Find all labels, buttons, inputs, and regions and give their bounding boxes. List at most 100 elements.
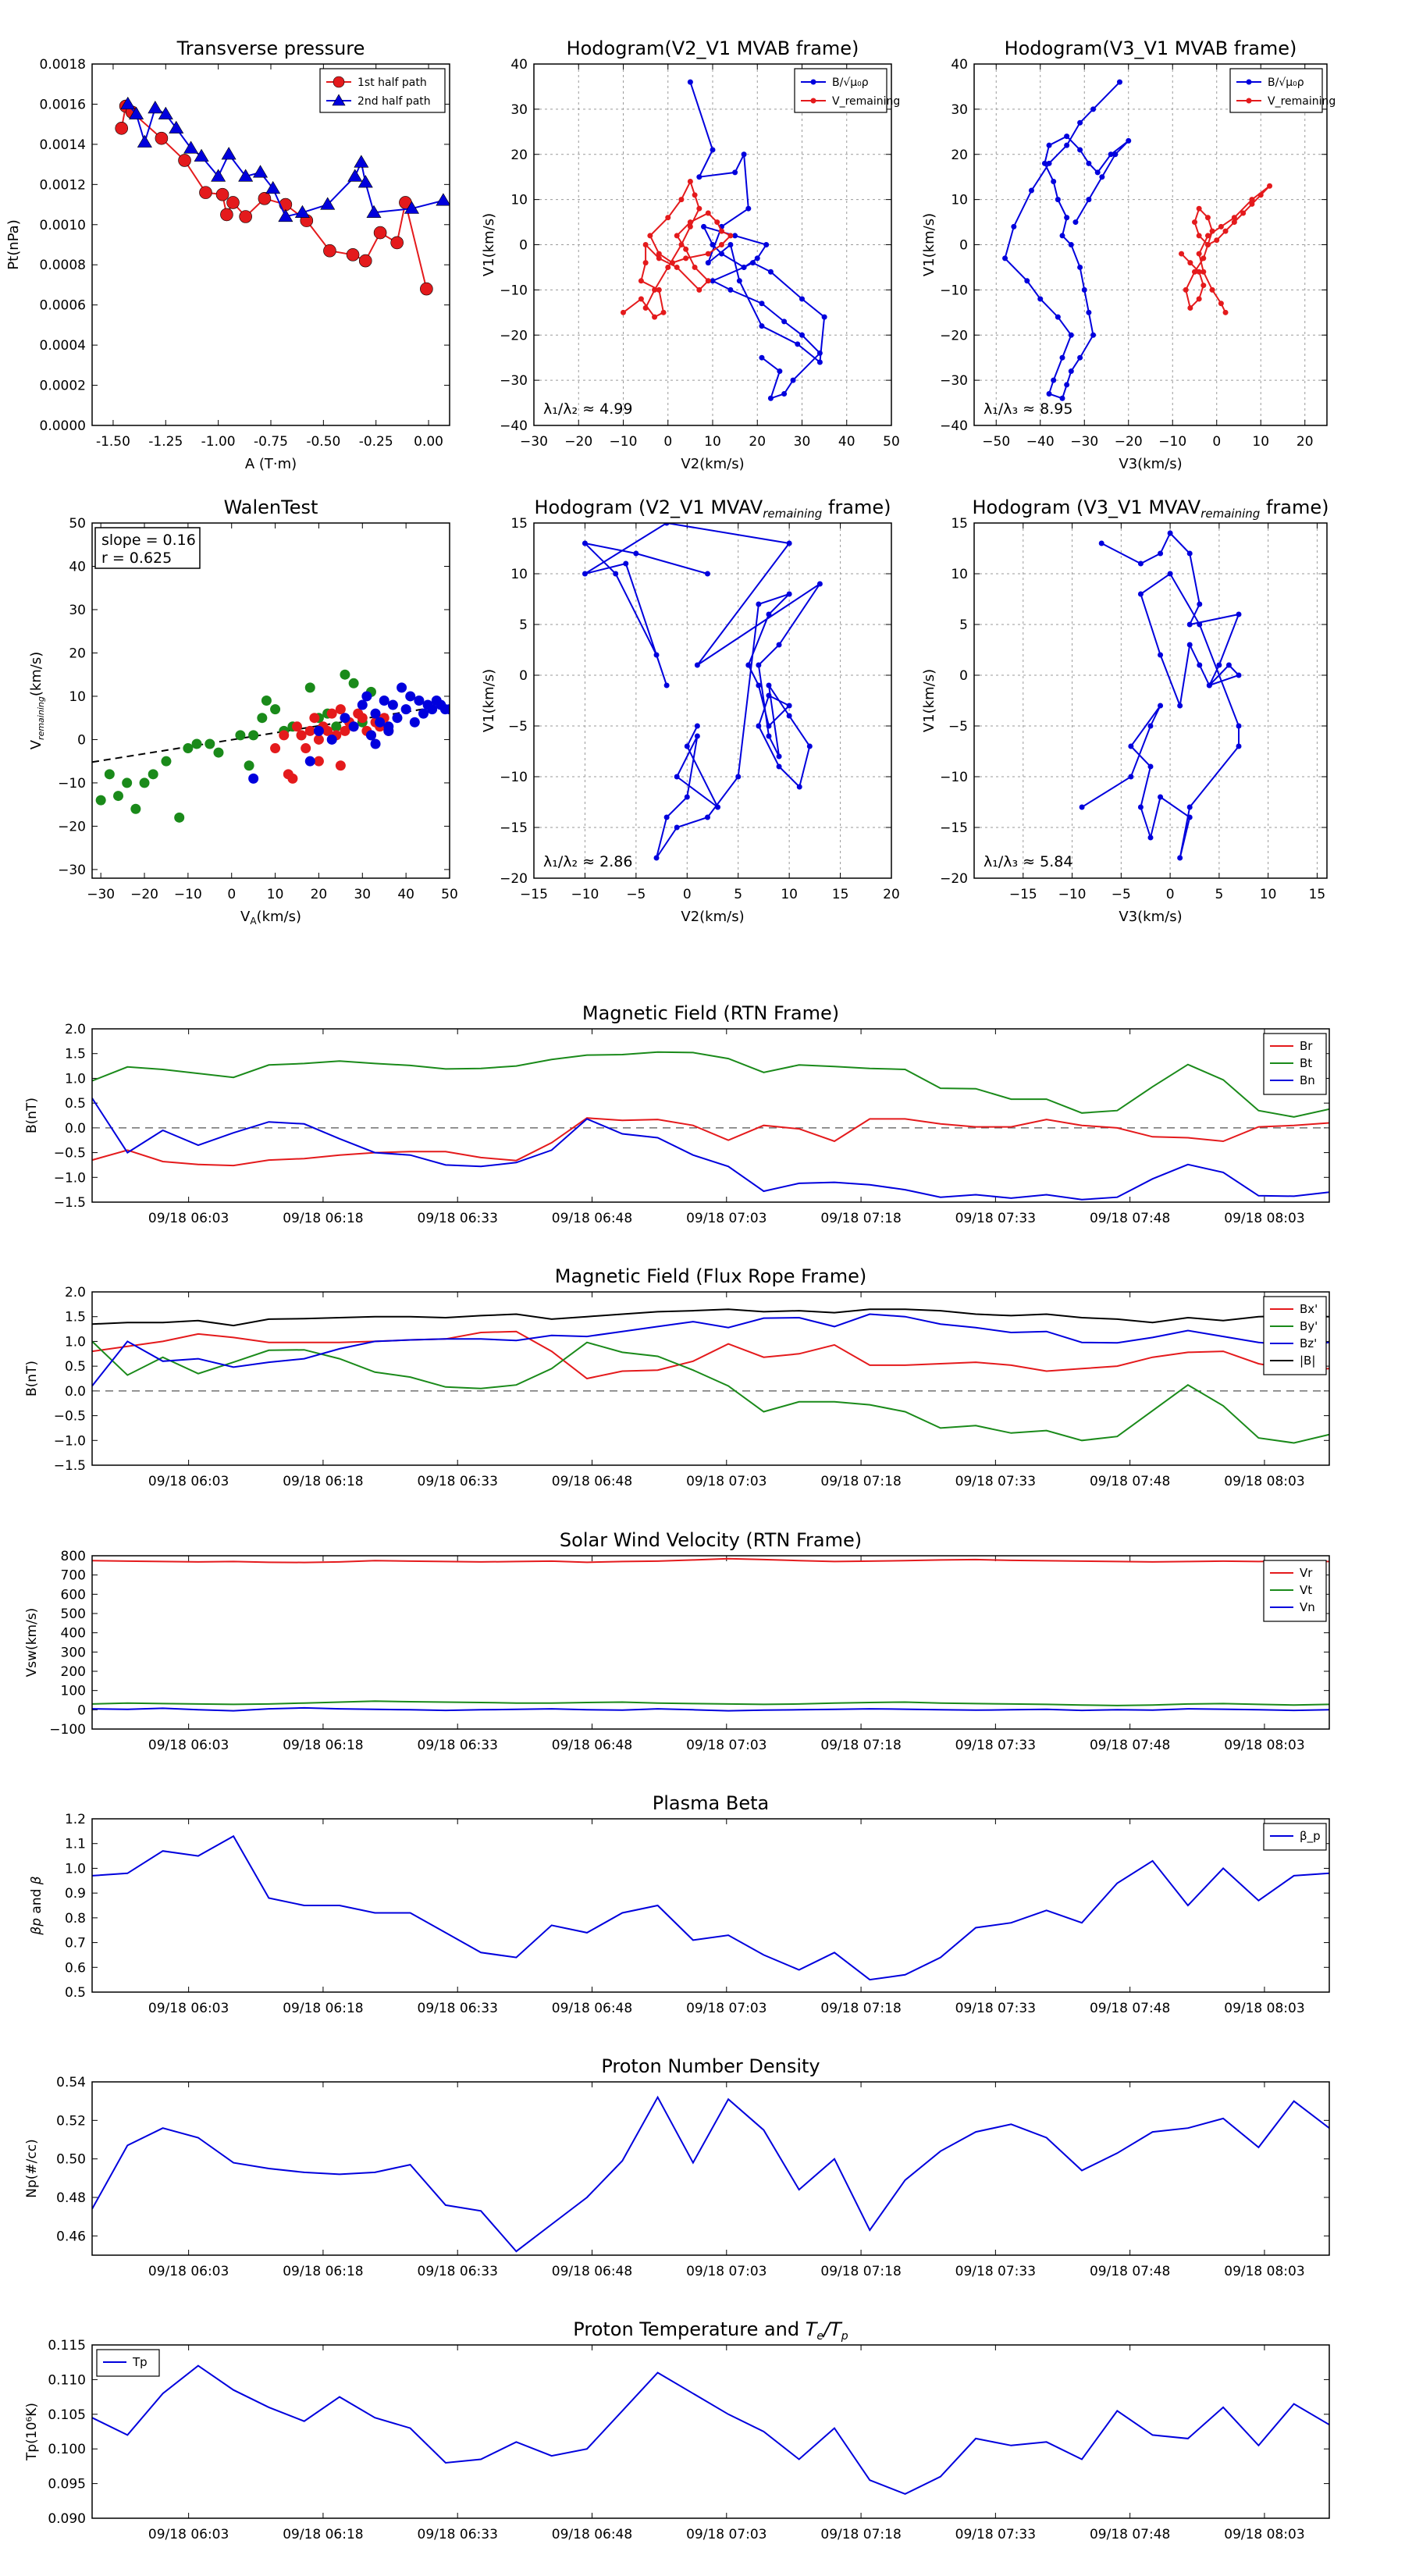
data-point: [1197, 662, 1203, 668]
x-tick-label: 09/18 06:03: [148, 2264, 229, 2279]
legend-swatch-marker: [810, 79, 816, 85]
data-point: [183, 141, 199, 154]
y-tick-label: 0.0012: [40, 177, 86, 193]
data-point: [1192, 219, 1197, 226]
data-point: [1192, 269, 1197, 275]
data-point: [745, 205, 752, 212]
y-tick-label: 100: [61, 1684, 86, 1699]
legend-label: Vt: [1300, 1583, 1312, 1597]
y-tick-label: −10: [940, 770, 968, 785]
data-point: [701, 223, 707, 229]
y-tick-label: −10: [58, 776, 86, 792]
x-tick-label: −15: [1009, 887, 1037, 902]
data-point: [665, 264, 671, 270]
x-axis-label: V2(km/s): [681, 909, 744, 925]
y-tick-label: 30: [69, 603, 86, 618]
data-point: [727, 233, 734, 239]
y-tick-label: 1.2: [65, 1812, 86, 1827]
chart-title: Proton Number Density: [601, 2055, 820, 2077]
data-point: [409, 717, 420, 728]
data-point: [1158, 550, 1164, 557]
y-axis-label-sub: remaining: [36, 696, 46, 740]
data-point: [390, 236, 404, 250]
data-point: [1051, 178, 1057, 184]
y-tick-label: 1.0: [65, 1071, 86, 1087]
data-point: [633, 550, 639, 557]
data-point: [756, 601, 762, 607]
stats-line: slope = 0.16: [101, 532, 196, 549]
x-tick-label: 50: [441, 887, 458, 902]
data-point: [320, 197, 336, 210]
chart-title: Plasma Beta: [653, 1792, 769, 1814]
data-point: [174, 812, 185, 823]
x-tick-label: −5: [1112, 887, 1131, 902]
data-point: [710, 278, 716, 284]
chart-title-main: Hodogram (V3_V1 MVAV: [973, 496, 1201, 518]
data-point: [340, 713, 350, 724]
x-tick-label: 09/18 07:33: [955, 1738, 1036, 1753]
data-point: [759, 354, 765, 361]
data-point: [687, 219, 693, 226]
data-point: [296, 730, 307, 741]
x-tick-label: 20: [1297, 434, 1314, 450]
data-point: [684, 794, 690, 800]
x-tick-label: 09/18 08:03: [1224, 2001, 1304, 2016]
data-point: [754, 255, 760, 262]
y-tick-label: −15: [500, 820, 528, 836]
y-tick-label: 0.5: [65, 1359, 86, 1375]
data-point: [1196, 269, 1202, 275]
data-point: [354, 155, 369, 168]
y-tick-label: 0.0018: [40, 57, 86, 73]
data-point: [261, 696, 272, 706]
plot-frame: [91, 63, 450, 426]
data-point: [1116, 79, 1122, 85]
series-line-Bx': [92, 1330, 1329, 1380]
data-point: [1137, 804, 1144, 810]
stats-box: [94, 527, 201, 569]
plot-frame: [91, 2344, 1330, 2519]
y-tick-label: 0.6: [65, 1960, 86, 1976]
data-point: [1147, 723, 1154, 729]
chart-h1: −30 −20 −10 0 10 20 30 40 50−40−30−20−1001020304…: [481, 37, 900, 472]
data-point: [1077, 147, 1083, 153]
y-tick-label: −5: [508, 719, 528, 735]
series-line-By': [92, 1340, 1329, 1444]
series-line-β_p: [92, 1834, 1329, 1981]
series-line-Vr: [92, 1557, 1329, 1564]
legend-label: Bt: [1300, 1056, 1312, 1070]
series-line-0: [689, 81, 826, 400]
legend-label: 1st half path: [357, 76, 427, 89]
data-point: [379, 696, 389, 706]
data-point: [656, 255, 662, 262]
y-axis-label: βp and β: [29, 1876, 44, 1935]
data-point: [444, 704, 450, 715]
chart-title: Hodogram(V3_V1 MVAB frame): [1005, 37, 1297, 59]
x-tick-label: -1.25: [148, 434, 183, 450]
chart-title-te: T: [806, 2318, 819, 2340]
x-axis-label: V2(km/s): [681, 456, 744, 472]
data-point: [1064, 382, 1070, 388]
plot-area: [92, 1308, 1329, 1444]
data-point: [745, 662, 752, 668]
x-tick-label: 09/18 07:18: [820, 2264, 901, 2279]
data-point: [239, 210, 252, 223]
y-tick-label: 0.46: [56, 2229, 86, 2244]
plot-frame: [973, 63, 1328, 426]
y-tick-label: 0.115: [48, 2338, 86, 2354]
data-point: [248, 773, 259, 784]
plot-frame: [91, 522, 450, 879]
data-point: [1086, 197, 1092, 203]
data-point: [1046, 160, 1052, 166]
data-point: [1225, 662, 1232, 668]
data-point: [710, 242, 716, 247]
data-point: [1187, 260, 1193, 266]
data-point: [816, 581, 823, 587]
data-point: [674, 264, 680, 270]
data-point: [348, 678, 359, 688]
data-point: [1137, 591, 1144, 597]
y-axis-label-unit: (km/s): [28, 652, 44, 696]
data-point: [786, 591, 792, 597]
y-tick-label: 0.5: [65, 1985, 86, 2001]
data-point: [253, 165, 269, 178]
data-point: [1257, 192, 1264, 198]
